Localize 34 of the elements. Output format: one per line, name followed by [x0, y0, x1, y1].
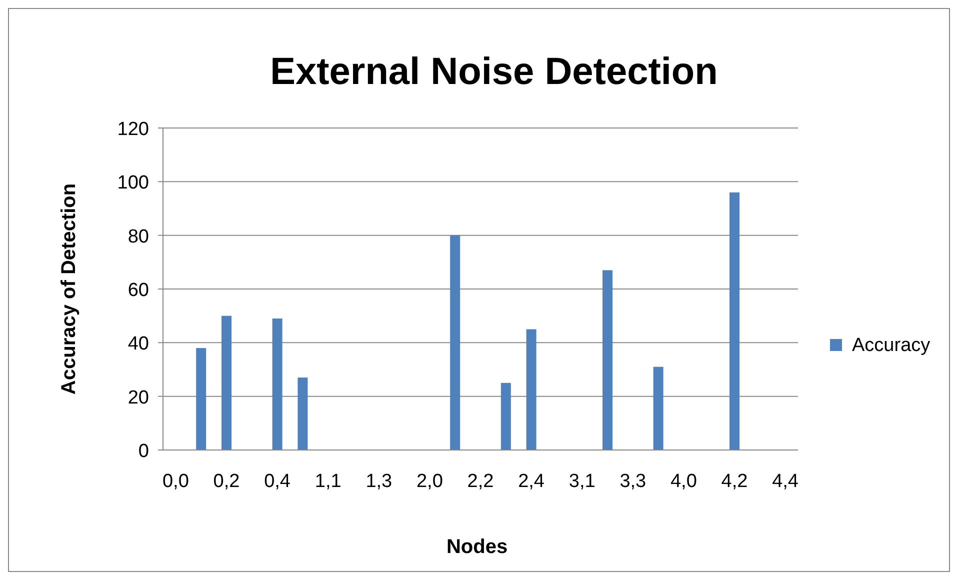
legend-label: Accuracy — [852, 335, 931, 356]
y-tick-label: 20 — [128, 387, 149, 408]
bar — [500, 382, 511, 450]
x-tick-label: 3,3 — [620, 471, 646, 492]
x-tick-label: 3,1 — [568, 471, 596, 492]
bar — [272, 318, 282, 450]
y-tick-label: 60 — [128, 280, 149, 301]
bar — [222, 316, 232, 450]
y-tick-label: 40 — [128, 334, 149, 355]
x-axis-title: Nodes — [446, 536, 508, 558]
x-tick-label: 0,0 — [162, 471, 189, 492]
bar — [730, 192, 740, 450]
x-tick-label: 4,2 — [721, 471, 748, 492]
bar — [298, 378, 308, 450]
x-tick-label: 0,2 — [213, 471, 240, 492]
bar — [602, 270, 612, 450]
y-axis-title: Accuracy of Detection — [58, 183, 80, 395]
bar — [196, 348, 206, 450]
bar — [526, 329, 536, 450]
x-tick-label: 1,1 — [314, 471, 342, 492]
y-tick-label: 80 — [128, 226, 149, 248]
x-tick-label: 2,2 — [467, 471, 494, 492]
chart-title: External Noise Detection — [270, 51, 718, 93]
y-tick-label: 100 — [117, 172, 149, 194]
bar — [653, 366, 664, 450]
y-tick-label: 120 — [117, 119, 149, 140]
y-tick-label: 0 — [138, 441, 149, 462]
x-tick-label: 2,4 — [518, 471, 545, 492]
x-tick-label: 4,4 — [772, 471, 799, 492]
bar — [450, 235, 460, 450]
x-tick-label: 2,0 — [416, 471, 443, 492]
x-tick-label: 4,0 — [670, 471, 697, 492]
x-tick-label: 0,4 — [264, 471, 291, 492]
x-tick-label: 1,3 — [366, 471, 392, 492]
